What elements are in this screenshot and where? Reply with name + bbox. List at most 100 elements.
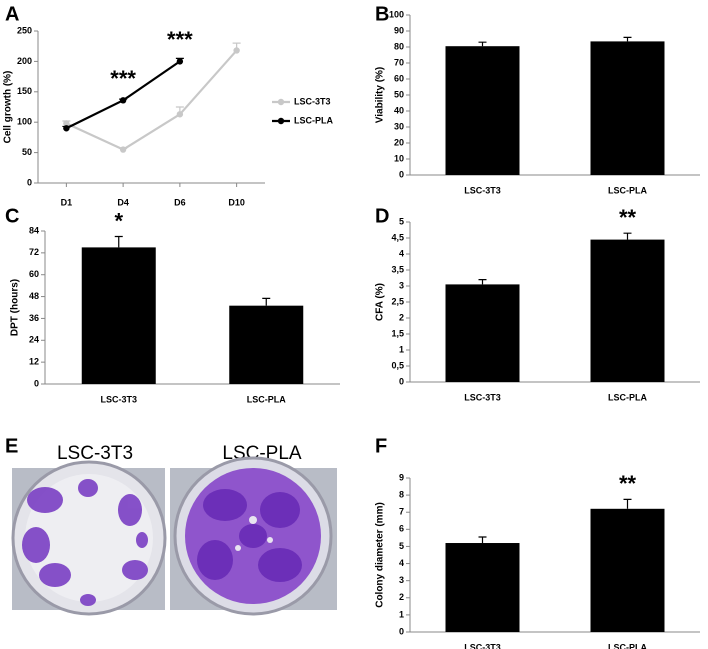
y-axis-label: CFA (%) bbox=[375, 283, 386, 321]
panel-label: B bbox=[375, 3, 389, 25]
image-caption: LSC-3T3 bbox=[57, 443, 133, 464]
x-tick-label: LSC-PLA bbox=[608, 185, 647, 195]
annotation: * bbox=[114, 208, 123, 233]
error-bar bbox=[478, 279, 487, 285]
y-tick-label: 2,5 bbox=[391, 296, 404, 306]
marker bbox=[63, 125, 70, 132]
x-tick-label: D6 bbox=[174, 197, 186, 207]
y-tick-label: 12 bbox=[29, 357, 39, 367]
y-tick-label: 1 bbox=[399, 344, 404, 354]
y-tick-label: 48 bbox=[29, 291, 39, 301]
y-tick-label: 90 bbox=[394, 25, 404, 35]
x-tick-label: LSC-PLA bbox=[608, 642, 647, 649]
y-tick-label: 2 bbox=[399, 592, 404, 602]
bar bbox=[445, 46, 520, 176]
y-tick-label: 50 bbox=[394, 89, 404, 99]
x-tick-label: D1 bbox=[61, 197, 73, 207]
y-tick-label: 4 bbox=[399, 558, 404, 568]
panel-label: A bbox=[5, 3, 19, 25]
x-tick-label: D10 bbox=[228, 197, 245, 207]
y-tick-label: 0 bbox=[34, 378, 39, 388]
error-bar bbox=[623, 498, 632, 509]
x-tick-label: LSC-PLA bbox=[247, 394, 286, 404]
y-tick-label: 7 bbox=[399, 507, 404, 517]
bar bbox=[229, 305, 304, 384]
panel-label: F bbox=[375, 435, 387, 457]
y-tick-label: 250 bbox=[17, 25, 32, 35]
y-tick-label: 70 bbox=[394, 57, 404, 67]
y-tick-label: 100 bbox=[17, 117, 32, 127]
marker bbox=[119, 146, 127, 153]
x-tick-label: LSC-3T3 bbox=[464, 185, 501, 195]
x-tick-label: D4 bbox=[117, 197, 129, 207]
y-tick-label: 50 bbox=[22, 147, 32, 157]
photo bbox=[11, 460, 167, 616]
photo bbox=[170, 456, 337, 616]
y-tick-label: 5 bbox=[399, 541, 404, 551]
error-bar bbox=[623, 232, 632, 240]
bar bbox=[445, 284, 520, 382]
annotation: ** bbox=[619, 471, 637, 496]
y-tick-label: 1,5 bbox=[391, 328, 404, 338]
y-axis-label: Colony diameter (mm) bbox=[375, 502, 386, 608]
bar bbox=[445, 543, 520, 632]
y-tick-label: 80 bbox=[394, 41, 404, 51]
bar bbox=[81, 247, 156, 384]
y-axis-label: DPT (hours) bbox=[10, 279, 21, 336]
y-tick-label: 60 bbox=[394, 73, 404, 83]
y-tick-label: 200 bbox=[17, 56, 32, 66]
x-tick-label: LSC-PLA bbox=[608, 392, 647, 402]
annotation: *** bbox=[167, 27, 193, 52]
y-tick-label: 0 bbox=[399, 376, 404, 386]
marker bbox=[176, 111, 184, 118]
y-tick-label: 4 bbox=[399, 248, 404, 258]
y-tick-label: 72 bbox=[29, 247, 39, 257]
x-tick-label: LSC-3T3 bbox=[100, 394, 137, 404]
y-tick-label: 40 bbox=[394, 105, 404, 115]
x-tick-label: LSC-3T3 bbox=[464, 392, 501, 402]
legend-label: LSC-3T3 bbox=[294, 96, 331, 106]
y-tick-label: 3,5 bbox=[391, 264, 404, 274]
marker bbox=[233, 47, 240, 54]
error-bar bbox=[623, 36, 632, 42]
error-bar bbox=[478, 41, 487, 47]
y-tick-label: 1 bbox=[399, 609, 404, 619]
y-tick-label: 84 bbox=[29, 225, 39, 235]
y-tick-label: 0 bbox=[399, 626, 404, 636]
y-axis-label: Viability (%) bbox=[375, 67, 386, 124]
y-tick-label: 20 bbox=[394, 137, 404, 147]
marker bbox=[119, 97, 127, 104]
y-tick-label: 100 bbox=[389, 9, 404, 19]
y-tick-label: 3 bbox=[399, 280, 404, 290]
marker bbox=[176, 58, 184, 65]
y-tick-label: 0,5 bbox=[391, 360, 404, 370]
y-tick-label: 4,5 bbox=[391, 232, 404, 242]
annotation: ** bbox=[619, 205, 637, 230]
line bbox=[65, 49, 238, 151]
y-tick-label: 30 bbox=[394, 121, 404, 131]
legend-marker bbox=[277, 117, 285, 125]
panel-label: C bbox=[5, 205, 19, 227]
y-axis-label: Cell growth (%) bbox=[3, 71, 14, 144]
y-tick-label: 3 bbox=[399, 575, 404, 585]
bar bbox=[590, 239, 665, 382]
y-tick-label: 10 bbox=[394, 153, 404, 163]
y-tick-label: 8 bbox=[399, 489, 404, 499]
panel-label: E bbox=[5, 435, 18, 457]
legend-label: LSC-PLA bbox=[294, 115, 333, 125]
annotation: *** bbox=[110, 66, 136, 91]
error-bar bbox=[478, 536, 487, 544]
panel-label: D bbox=[375, 205, 389, 227]
legend-marker bbox=[277, 98, 285, 106]
y-tick-label: 0 bbox=[27, 177, 32, 187]
error-bar bbox=[262, 297, 271, 306]
y-tick-label: 24 bbox=[29, 335, 39, 345]
y-tick-label: 2 bbox=[399, 312, 404, 322]
y-tick-label: 0 bbox=[399, 169, 404, 179]
x-tick-label: LSC-3T3 bbox=[464, 642, 501, 649]
y-tick-label: 9 bbox=[399, 472, 404, 482]
y-tick-label: 150 bbox=[17, 86, 32, 96]
marker bbox=[63, 120, 70, 127]
error-bar bbox=[114, 235, 123, 248]
